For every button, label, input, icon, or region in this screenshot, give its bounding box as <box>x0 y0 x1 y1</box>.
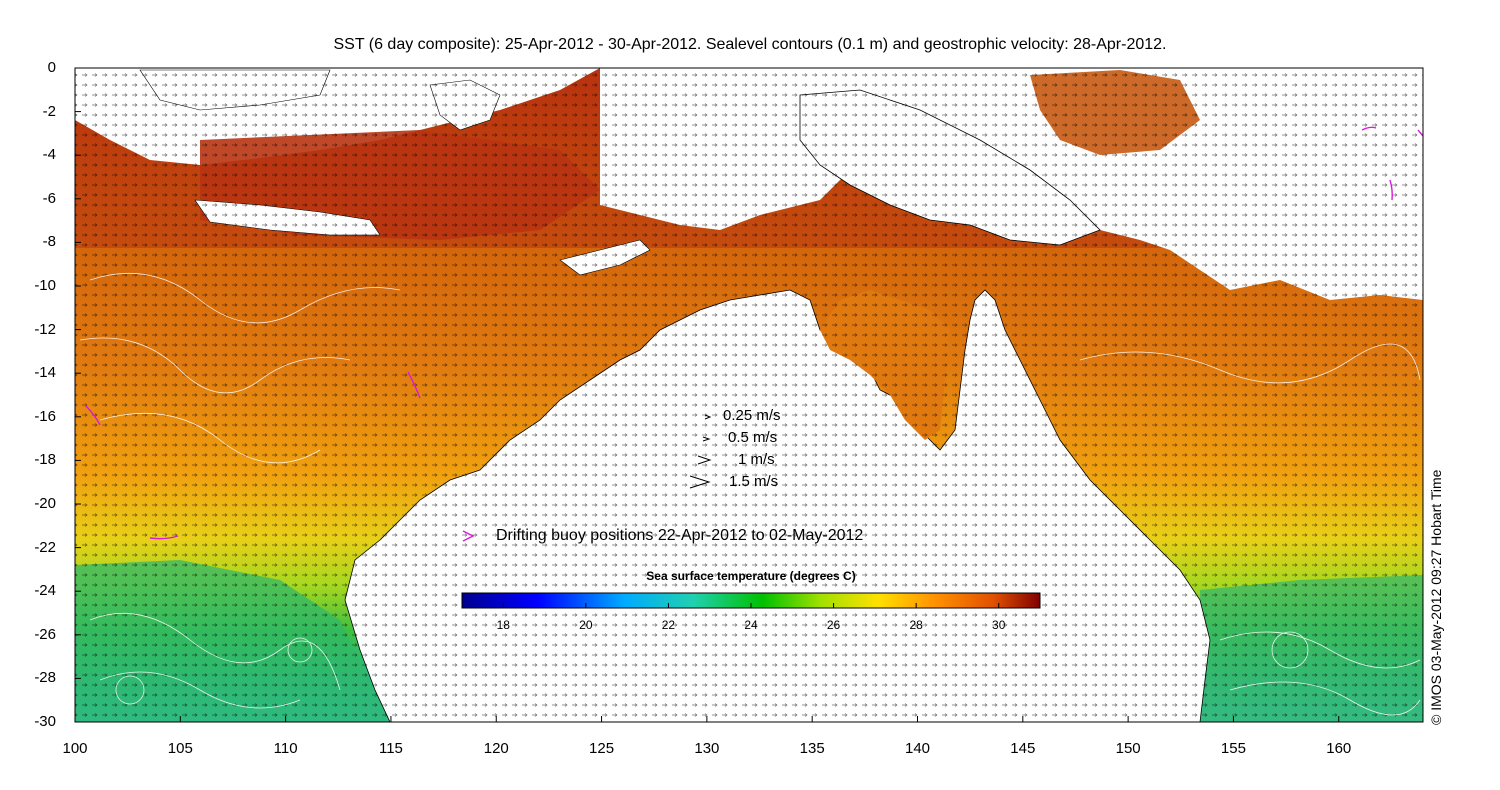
colorbar-tick-label: 20 <box>579 618 593 632</box>
velocity-legend-1-5: 1.5 m/s <box>729 473 779 490</box>
map-plot-area <box>75 68 1423 722</box>
arrow-1 <box>697 455 712 465</box>
y-tick-label: -10 <box>34 277 56 294</box>
y-tick-label: -30 <box>34 713 56 730</box>
y-tick-label: -2 <box>42 102 56 120</box>
x-tick-label: 110 <box>273 740 298 757</box>
y-tick-marks <box>75 67 81 723</box>
y-tick-label: -12 <box>34 320 56 338</box>
velocity-legend-1: 1 m/s <box>738 451 775 468</box>
x-tick-marks <box>74 716 1340 722</box>
y-tick-label: -4 <box>42 146 56 164</box>
x-tick-label: 100 <box>62 740 88 757</box>
copyright-text: © IMOS 03-May-2012 09:27 Hobart Time <box>1428 469 1444 725</box>
colorbar-tick-label: 26 <box>826 618 841 632</box>
x-tick-label: 160 <box>1326 740 1352 757</box>
x-tick-label: 105 <box>167 740 193 757</box>
colorbar-tick-label: 18 <box>496 618 510 632</box>
velocity-legend-arrows <box>689 414 712 489</box>
x-tick-label: 125 <box>589 740 615 757</box>
geostrophic-velocity-vectors <box>75 68 1423 722</box>
colorbar-tick-label: 30 <box>992 618 1006 632</box>
x-tick-label: 115 <box>378 740 403 757</box>
x-tick-label: 140 <box>904 740 931 757</box>
y-tick-label: -14 <box>34 364 56 382</box>
map-title: SST (6 day composite): 25-Apr-2012 - 30-… <box>333 36 1167 53</box>
y-tick-label: -26 <box>34 625 56 643</box>
y-tick-label: -28 <box>34 669 56 687</box>
y-tick-label: 0 <box>47 59 56 76</box>
y-tick-label: -6 <box>42 189 56 207</box>
y-tick-label: -20 <box>34 495 56 512</box>
y-tick-label: -22 <box>34 538 56 556</box>
colorbar-tick-marks <box>502 603 1000 608</box>
velocity-legend-0-25: 0.25 m/s <box>723 407 781 424</box>
buoy-tracks <box>84 126 1423 540</box>
y-tick-label: -24 <box>34 582 56 600</box>
x-tick-label: 145 <box>1010 740 1036 757</box>
colorbar-tick-label: 24 <box>744 618 758 632</box>
plot-frame <box>74 67 1424 723</box>
velocity-legend-0-5: 0.5 m/s <box>728 429 778 446</box>
y-tick-label: -18 <box>34 451 56 469</box>
colorbar-tick-label: 28 <box>909 618 923 632</box>
buoy-legend-marker <box>462 530 475 542</box>
colorbar-title: Sea surface temperature (degrees C) <box>646 569 856 583</box>
arrow-0-25 <box>704 414 712 420</box>
buoy-legend-label: Drifting buoy positions 22-Apr-2012 to 0… <box>496 527 864 544</box>
x-tick-label: 120 <box>483 740 509 757</box>
sealevel-contours <box>79 272 1421 716</box>
colorbar-tick-label: 22 <box>661 618 676 632</box>
arrow-0-5 <box>702 436 711 442</box>
x-tick-label: 150 <box>1115 740 1141 757</box>
x-tick-label: 135 <box>799 740 825 757</box>
y-tick-label: -16 <box>34 407 56 425</box>
arrow-1-5 <box>689 475 711 489</box>
x-tick-label: 155 <box>1220 740 1246 757</box>
y-tick-label: -8 <box>42 233 56 251</box>
x-tick-label: 130 <box>694 740 720 757</box>
